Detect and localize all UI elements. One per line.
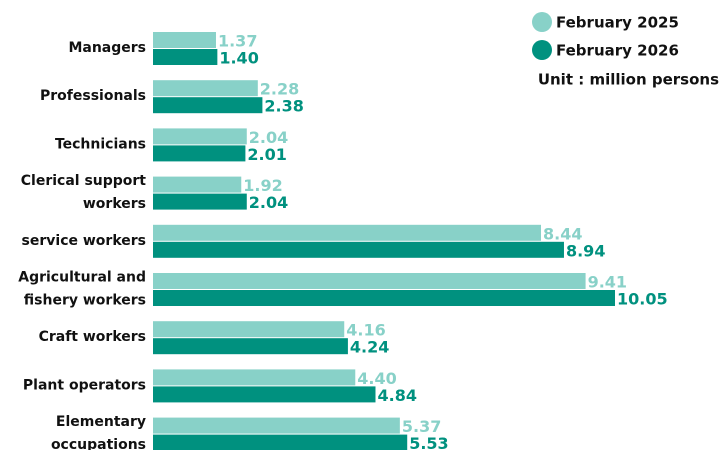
legend-label: February 2025: [556, 14, 679, 32]
legend-swatch: [532, 12, 552, 32]
bar: [153, 32, 216, 48]
value-label: 4.84: [377, 386, 416, 405]
bar: [153, 145, 246, 162]
bar: [153, 290, 615, 306]
value-label: 5.53: [409, 434, 448, 450]
bar: [153, 224, 541, 241]
bar: [153, 321, 345, 338]
category-label: Plant operators: [23, 377, 146, 393]
bar: [153, 417, 400, 434]
value-label: 10.05: [617, 290, 668, 309]
category-label: Craft workers: [39, 329, 146, 345]
bar: [153, 80, 258, 97]
value-label: 1.40: [219, 49, 258, 68]
value-label: 8.94: [566, 241, 605, 260]
bar: [153, 49, 218, 65]
value-label: 1.37: [218, 32, 257, 51]
legend-label: February 2026: [556, 42, 679, 60]
bar: [153, 176, 242, 193]
bar: [153, 338, 348, 355]
bar: [153, 434, 408, 450]
category-label: service workers: [22, 233, 146, 249]
bar: [153, 369, 356, 386]
value-label: 4.24: [350, 338, 389, 357]
bar: [153, 97, 263, 114]
category-label: Agricultural and fishery workers: [18, 270, 146, 309]
bar: [153, 241, 564, 258]
unit-note: Unit : million persons: [538, 71, 719, 89]
value-label: 2.28: [260, 80, 299, 99]
value-label: 1.92: [243, 176, 282, 195]
value-label: 4.40: [357, 369, 396, 388]
value-label: 9.41: [588, 273, 627, 292]
bar: [153, 128, 247, 145]
value-label: 8.44: [543, 224, 582, 243]
value-label: 2.04: [249, 193, 288, 212]
category-label: Technicians: [55, 136, 146, 152]
value-label: 2.04: [249, 128, 288, 147]
bar: [153, 193, 247, 210]
bar: [153, 386, 376, 403]
category-label: Elementary occupations: [51, 414, 146, 450]
category-label: Managers: [68, 40, 146, 56]
value-label: 2.38: [264, 97, 303, 116]
legend-swatch: [532, 40, 552, 60]
category-label: Professionals: [40, 88, 146, 104]
category-label: Clerical support workers: [21, 173, 147, 212]
bar: [153, 273, 586, 289]
value-label: 5.37: [402, 417, 441, 436]
value-label: 2.01: [247, 145, 286, 164]
value-label: 4.16: [346, 321, 385, 340]
